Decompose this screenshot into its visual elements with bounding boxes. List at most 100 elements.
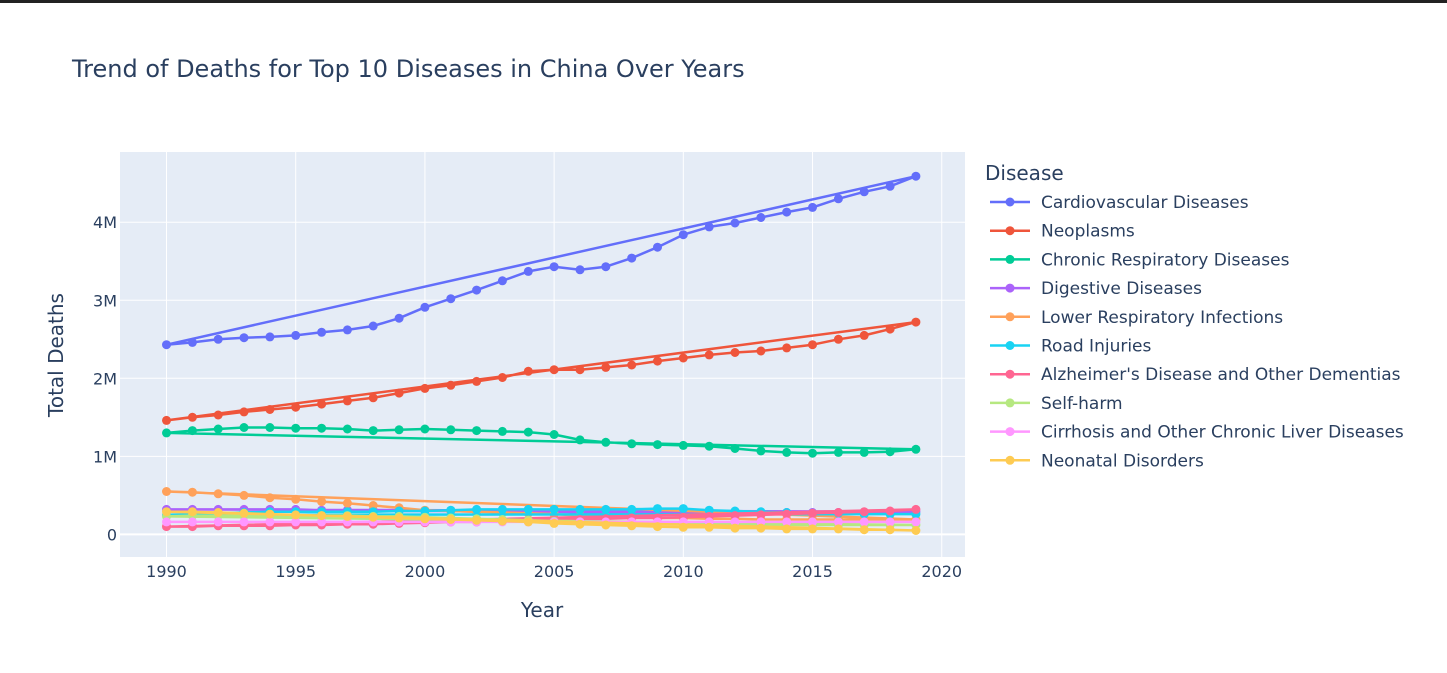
data-point[interactable] — [885, 506, 895, 516]
data-point[interactable] — [446, 380, 456, 390]
data-point[interactable] — [859, 507, 869, 517]
data-point[interactable] — [213, 508, 223, 517]
data-point[interactable] — [291, 423, 301, 433]
data-point[interactable] — [756, 446, 766, 456]
data-point[interactable] — [833, 508, 843, 517]
data-point[interactable] — [627, 504, 637, 514]
data-point[interactable] — [523, 427, 533, 437]
data-point[interactable] — [472, 285, 482, 295]
data-point[interactable] — [342, 424, 352, 434]
data-point[interactable] — [187, 426, 197, 436]
data-point[interactable] — [627, 360, 637, 370]
data-point[interactable] — [678, 440, 688, 450]
data-point[interactable] — [704, 222, 714, 232]
data-point[interactable] — [627, 521, 637, 531]
data-point[interactable] — [394, 313, 404, 323]
data-point[interactable] — [601, 262, 611, 272]
data-point[interactable] — [446, 425, 456, 435]
data-point[interactable] — [394, 425, 404, 435]
data-point[interactable] — [782, 509, 792, 519]
data-point[interactable] — [497, 504, 507, 514]
data-point[interactable] — [833, 334, 843, 344]
data-point[interactable] — [885, 181, 895, 191]
data-point[interactable] — [342, 396, 352, 406]
data-point[interactable] — [497, 373, 507, 382]
data-point[interactable] — [497, 426, 507, 436]
data-point[interactable] — [756, 346, 766, 356]
data-point[interactable] — [782, 517, 792, 527]
data-point[interactable] — [239, 423, 249, 432]
data-point[interactable] — [704, 350, 714, 360]
legend-item[interactable]: Chronic Respiratory Diseases — [990, 250, 1290, 270]
data-point[interactable] — [368, 321, 378, 331]
data-point[interactable] — [808, 202, 817, 212]
data-point[interactable] — [187, 487, 197, 497]
data-point[interactable] — [911, 526, 921, 535]
data-point[interactable] — [730, 444, 740, 453]
legend-item[interactable]: Cardiovascular Diseases — [990, 193, 1249, 213]
data-point[interactable] — [704, 441, 714, 451]
data-point[interactable] — [808, 508, 817, 518]
data-point[interactable] — [885, 324, 895, 334]
data-point[interactable] — [446, 515, 456, 524]
data-point[interactable] — [368, 512, 378, 522]
data-point[interactable] — [317, 423, 327, 433]
data-point[interactable] — [420, 302, 430, 312]
data-point[interactable] — [420, 514, 430, 524]
data-point[interactable] — [704, 522, 714, 532]
data-point[interactable] — [756, 517, 766, 527]
data-point[interactable] — [497, 276, 507, 286]
data-point[interactable] — [782, 524, 792, 534]
data-point[interactable] — [523, 266, 533, 276]
data-point[interactable] — [549, 504, 559, 514]
data-point[interactable] — [446, 505, 456, 515]
data-point[interactable] — [162, 415, 171, 425]
data-point[interactable] — [653, 440, 662, 450]
data-point[interactable] — [627, 439, 637, 449]
data-point[interactable] — [627, 253, 637, 263]
data-point[interactable] — [808, 448, 817, 458]
data-point[interactable] — [911, 504, 921, 514]
data-point[interactable] — [575, 365, 585, 375]
data-point[interactable] — [730, 523, 740, 533]
data-point[interactable] — [575, 504, 585, 514]
data-point[interactable] — [342, 511, 352, 521]
data-point[interactable] — [317, 327, 327, 337]
data-point[interactable] — [601, 362, 611, 372]
data-point[interactable] — [653, 242, 662, 252]
data-point[interactable] — [394, 513, 404, 523]
data-point[interactable] — [523, 366, 533, 376]
data-point[interactable] — [833, 194, 843, 204]
data-point[interactable] — [162, 487, 171, 496]
data-point[interactable] — [782, 343, 792, 353]
data-point[interactable] — [653, 504, 662, 514]
data-point[interactable] — [678, 230, 688, 240]
data-point[interactable] — [575, 435, 585, 445]
data-point[interactable] — [213, 489, 223, 499]
data-point[interactable] — [162, 507, 171, 517]
data-point[interactable] — [601, 520, 611, 530]
data-point[interactable] — [162, 428, 171, 438]
data-point[interactable] — [678, 522, 688, 532]
legend-item[interactable]: Cirrhosis and Other Chronic Liver Diseas… — [990, 423, 1404, 443]
data-point[interactable] — [342, 498, 352, 508]
data-point[interactable] — [317, 399, 327, 409]
data-point[interactable] — [756, 523, 766, 533]
data-point[interactable] — [523, 504, 533, 514]
data-point[interactable] — [704, 505, 714, 515]
data-point[interactable] — [265, 423, 275, 432]
data-point[interactable] — [239, 508, 249, 518]
data-point[interactable] — [730, 517, 740, 527]
data-point[interactable] — [833, 447, 843, 457]
data-point[interactable] — [730, 348, 740, 357]
data-point[interactable] — [187, 517, 197, 527]
data-point[interactable] — [342, 325, 352, 335]
data-point[interactable] — [601, 437, 611, 447]
data-point[interactable] — [213, 410, 223, 420]
data-point[interactable] — [730, 511, 740, 521]
data-point[interactable] — [601, 504, 611, 514]
data-point[interactable] — [265, 332, 275, 342]
data-point[interactable] — [523, 517, 533, 527]
data-point[interactable] — [911, 171, 921, 181]
legend-item[interactable]: Road Injuries — [990, 337, 1152, 357]
